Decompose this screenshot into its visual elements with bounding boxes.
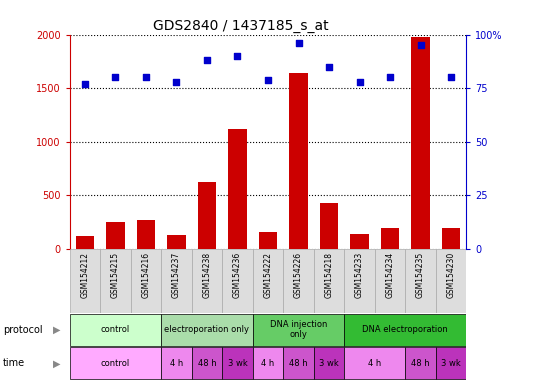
Bar	[314, 347, 344, 379]
Bar	[283, 347, 314, 379]
Text: 48 h: 48 h	[289, 359, 308, 368]
Text: control: control	[101, 359, 130, 368]
Text: GSM154212: GSM154212	[80, 252, 90, 298]
Bar	[253, 347, 283, 379]
Text: GSM154216: GSM154216	[142, 252, 151, 298]
Point	[111, 74, 120, 81]
Bar	[70, 347, 161, 379]
Text: GSM154238: GSM154238	[203, 252, 212, 298]
Text: ▶: ▶	[53, 358, 60, 368]
Bar	[228, 129, 247, 249]
Text: ▶: ▶	[53, 325, 60, 335]
Point	[386, 74, 394, 81]
Bar	[222, 249, 253, 313]
Bar	[161, 249, 192, 313]
Bar	[259, 232, 277, 249]
Bar	[320, 203, 338, 249]
Bar	[351, 233, 369, 249]
Bar	[314, 249, 344, 313]
Bar	[70, 314, 161, 346]
Point	[233, 53, 242, 59]
Point	[447, 74, 456, 81]
Point	[325, 64, 333, 70]
Bar	[106, 222, 124, 249]
Bar	[344, 314, 466, 346]
Text: GSM154230: GSM154230	[446, 252, 456, 298]
Bar	[253, 314, 344, 346]
Point	[416, 42, 425, 48]
Text: 3 wk: 3 wk	[228, 359, 248, 368]
Bar	[198, 182, 216, 249]
Bar	[76, 236, 94, 249]
Bar	[405, 249, 436, 313]
Bar	[436, 347, 466, 379]
Bar	[253, 249, 283, 313]
Bar	[283, 249, 314, 313]
Text: GDS2840 / 1437185_s_at: GDS2840 / 1437185_s_at	[153, 19, 329, 33]
Bar	[137, 220, 155, 249]
Bar	[131, 249, 161, 313]
Bar	[70, 249, 100, 313]
Bar	[289, 73, 308, 249]
Bar	[100, 249, 131, 313]
Point	[80, 81, 89, 87]
Bar	[222, 347, 253, 379]
Text: DNA electroporation: DNA electroporation	[362, 325, 448, 334]
Bar	[161, 314, 253, 346]
Bar	[405, 347, 436, 379]
Bar	[412, 37, 430, 249]
Text: 4 h: 4 h	[170, 359, 183, 368]
Text: GSM154237: GSM154237	[172, 252, 181, 298]
Text: electroporation only: electroporation only	[165, 325, 249, 334]
Text: GSM154218: GSM154218	[324, 252, 333, 298]
Bar	[375, 249, 405, 313]
Text: 3 wk: 3 wk	[319, 359, 339, 368]
Text: DNA injection
only: DNA injection only	[270, 320, 327, 339]
Text: GSM154234: GSM154234	[385, 252, 394, 298]
Point	[294, 40, 303, 46]
Text: time: time	[3, 358, 25, 368]
Text: 48 h: 48 h	[198, 359, 217, 368]
Bar	[381, 228, 399, 249]
Text: GSM154236: GSM154236	[233, 252, 242, 298]
Text: GSM154215: GSM154215	[111, 252, 120, 298]
Text: GSM154226: GSM154226	[294, 252, 303, 298]
Bar	[442, 228, 460, 249]
Bar	[167, 235, 185, 249]
Bar	[344, 347, 405, 379]
Bar	[436, 249, 466, 313]
Text: GSM154235: GSM154235	[416, 252, 425, 298]
Text: 3 wk: 3 wk	[441, 359, 461, 368]
Bar	[192, 249, 222, 313]
Text: protocol: protocol	[3, 325, 42, 335]
Text: 4 h: 4 h	[368, 359, 382, 368]
Bar	[192, 347, 222, 379]
Text: control: control	[101, 325, 130, 334]
Bar	[161, 347, 192, 379]
Text: 4 h: 4 h	[262, 359, 274, 368]
Text: GSM154222: GSM154222	[264, 252, 272, 298]
Point	[203, 57, 211, 63]
Point	[264, 76, 272, 83]
Point	[142, 74, 150, 81]
Bar	[344, 249, 375, 313]
Point	[172, 79, 181, 85]
Text: GSM154233: GSM154233	[355, 252, 364, 298]
Point	[355, 79, 364, 85]
Text: 48 h: 48 h	[411, 359, 430, 368]
